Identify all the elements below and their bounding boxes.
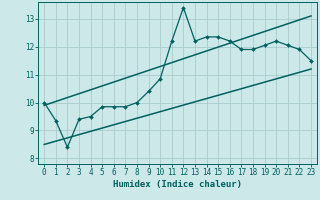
X-axis label: Humidex (Indice chaleur): Humidex (Indice chaleur) xyxy=(113,180,242,189)
